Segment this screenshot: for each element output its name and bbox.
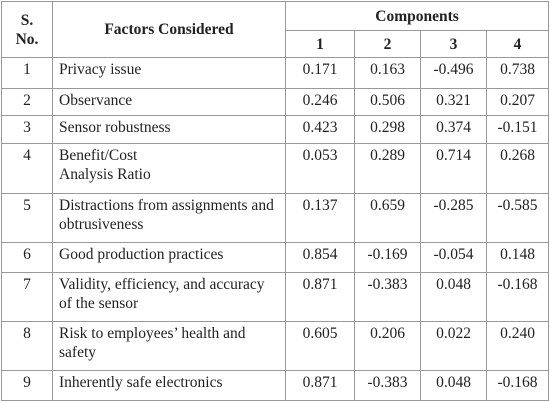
loading: 0.048 [420,272,487,322]
loading: 0.423 [285,115,355,144]
table-row: 6 Good production practices 0.854 -0.169 -0.… [1,242,550,273]
factor: Good production practices [52,242,286,273]
component-number: 3 [420,30,487,58]
table-row: 1 Privacy issue 0.171 0.163 -0.496 0.738 [1,57,550,89]
loading: 0.268 [485,143,550,194]
row-number: 6 [1,242,53,273]
loading: 0.659 [354,193,421,243]
row-number: 9 [1,370,53,401]
factor: Observance [52,88,286,116]
loading: 0.240 [485,321,550,371]
loading: 0.148 [485,242,550,273]
row-number: 8 [1,321,53,371]
loading: 0.207 [485,88,550,116]
loading: -0.054 [420,242,487,273]
loading: -0.169 [354,242,421,273]
row-number: 2 [1,88,53,116]
component-number: 1 [285,30,355,58]
loading: 0.163 [354,57,421,89]
factor: Inherently safe electronics [52,370,286,401]
loading: 0.871 [285,370,355,401]
loading: 0.137 [285,193,355,243]
loading: -0.383 [354,370,421,401]
loading: -0.168 [485,370,550,401]
table-row: 3 Sensor robustness 0.423 0.298 0.374 -0.151 [1,115,550,144]
factor: Validity, efficiency, and accuracy of th… [52,272,286,322]
loading: -0.168 [485,272,550,322]
loading: -0.585 [485,193,550,243]
factor: Risk to employees’ health and safety [52,321,286,371]
factor: Distractions from assignments and obtrus… [52,193,286,243]
header-factors: Factors Considered [52,1,286,58]
row-number: 4 [1,143,53,194]
loading: 0.854 [285,242,355,273]
row-number: 7 [1,272,53,322]
loading: -0.151 [485,115,550,144]
factor: Sensor robustness [52,115,286,144]
loading: 0.321 [420,88,487,116]
table-row: 8 Risk to employees’ health and safety 0.6… [1,321,550,371]
loading: -0.496 [420,57,487,89]
row-number: 5 [1,193,53,243]
loading: 0.374 [420,115,487,144]
header-components: Components [284,1,550,31]
component-number: 4 [485,30,550,58]
loading: 0.871 [285,272,355,322]
table-row: 4 Benefit/Cost Analysis Ratio 0.053 0.289 0.… [1,143,550,194]
table-row: 7 Validity, efficiency, and accuracy of t… [1,272,550,322]
loading: 0.206 [354,321,421,371]
loading: 0.714 [420,143,487,194]
loading: -0.383 [354,272,421,322]
row-number: 3 [1,115,53,144]
table-row: 5 Distractions from assignments and obtru… [1,193,550,243]
component-number: 2 [354,30,421,58]
loading: 0.246 [285,88,355,116]
loading: 0.022 [420,321,487,371]
factor: Benefit/Cost Analysis Ratio [52,143,286,194]
loading: 0.171 [285,57,355,89]
loading: 0.048 [420,370,487,401]
loading: 0.298 [354,115,421,144]
header-sno: S. No. [1,1,53,58]
factor: Privacy issue [52,57,286,89]
row-number: 1 [1,57,53,89]
table-row: 9 Inherently safe electronics 0.871 -0.383 0… [1,370,550,401]
loading: 0.605 [285,321,355,371]
loading: 0.053 [285,143,355,194]
table-row: 2 Observance 0.246 0.506 0.321 0.207 [1,88,550,116]
loading: 0.738 [485,57,550,89]
loading: -0.285 [420,193,487,243]
loading: 0.289 [354,143,421,194]
loading: 0.506 [354,88,421,116]
